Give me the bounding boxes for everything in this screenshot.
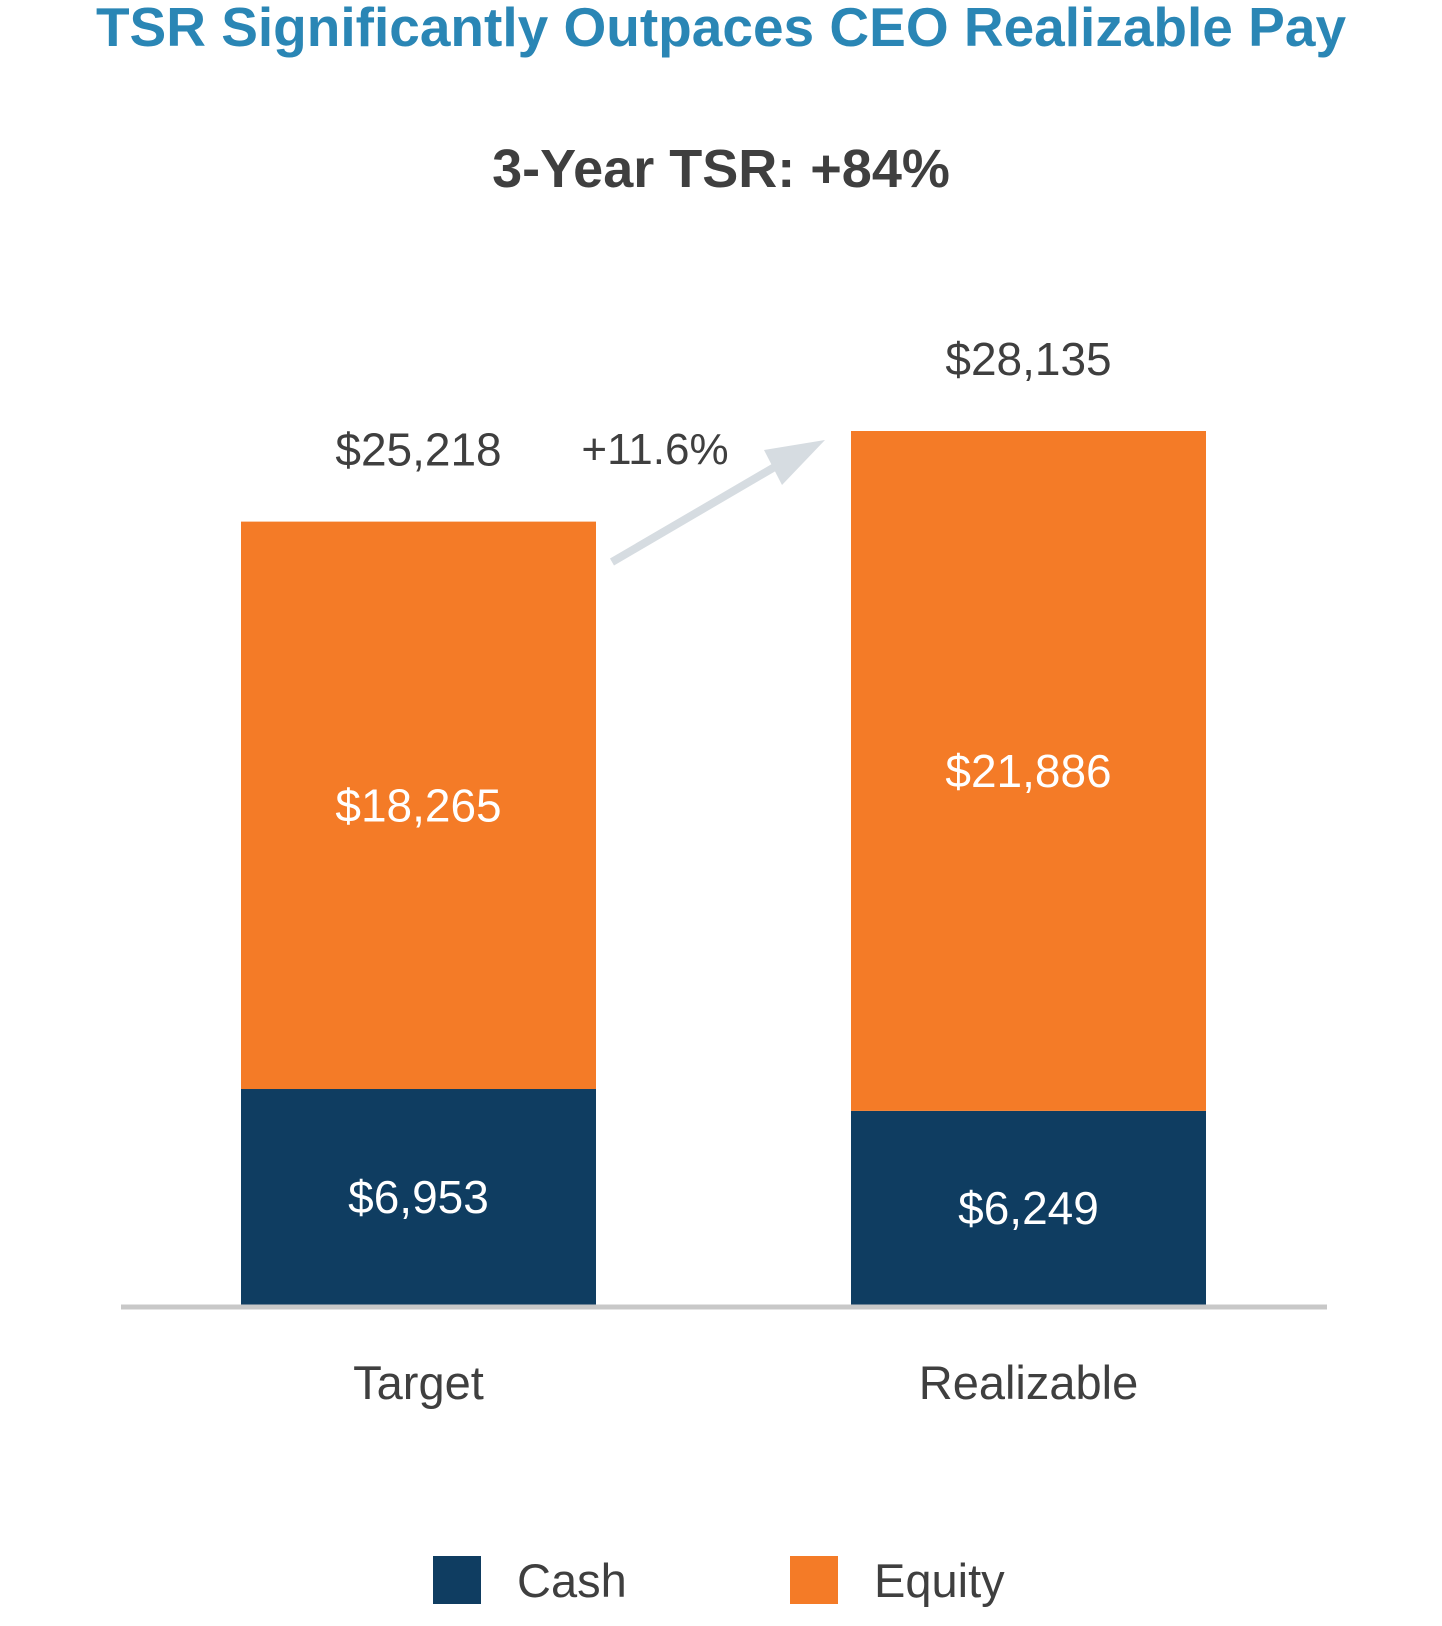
change-arrow-shaft	[609, 454, 793, 566]
total-label-target: $25,218	[335, 424, 501, 476]
x-tick-label-realizable: Realizable	[919, 1356, 1138, 1409]
legend-label-equity: Equity	[874, 1554, 1005, 1607]
bar-cash-target	[241, 1089, 596, 1305]
legend-swatch-equity	[790, 1556, 838, 1604]
legend-label-cash: Cash	[517, 1554, 627, 1607]
bar-equity-realizable	[851, 431, 1206, 1111]
legend: Cash Equity	[433, 1554, 1005, 1607]
bar-cash-realizable	[851, 1110, 1206, 1305]
total-label-realizable: $28,135	[945, 333, 1111, 385]
bars-layer	[241, 431, 1206, 1305]
data-label-equity-realizable: $21,886	[945, 745, 1111, 797]
bar-equity-target	[241, 521, 596, 1090]
labels-layer: $6,953 $18,265 $25,218 Target $6,249 $21,886 $…	[335, 333, 1138, 1409]
chart-subtitle: 3-Year TSR: +84%	[492, 139, 950, 199]
data-label-cash-target: $6,953	[348, 1171, 489, 1223]
x-tick-label-target: Target	[353, 1356, 484, 1409]
chart-title: TSR Significantly Outpaces CEO Realizabl…	[96, 0, 1347, 58]
change-arrow-head	[764, 440, 825, 485]
legend-swatch-cash	[433, 1556, 481, 1604]
data-label-cash-realizable: $6,249	[958, 1182, 1099, 1234]
change-arrow	[609, 440, 825, 566]
data-label-equity-target: $18,265	[335, 779, 501, 831]
change-label: +11.6%	[581, 425, 728, 474]
